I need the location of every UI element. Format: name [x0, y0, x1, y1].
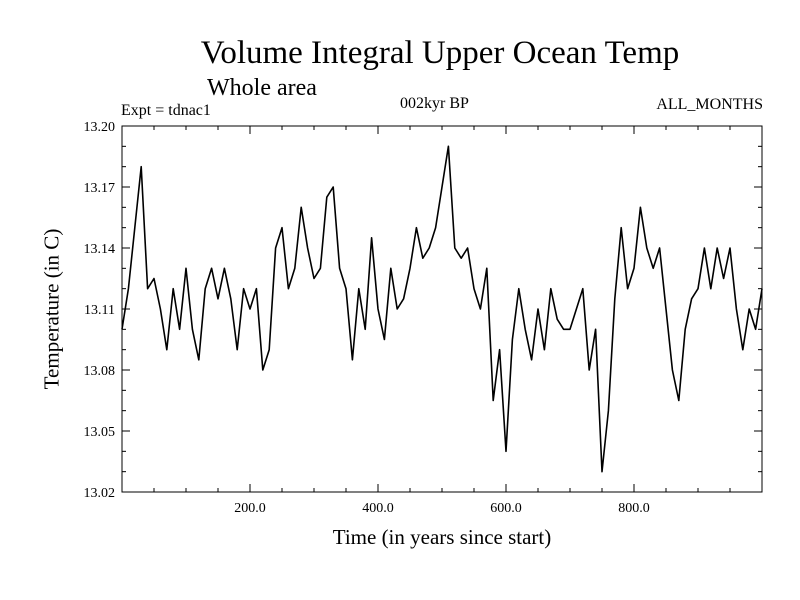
x-tick-label: 800.0	[618, 501, 650, 516]
y-tick-label: 13.02	[84, 486, 116, 501]
y-tick-label: 13.08	[84, 364, 116, 379]
x-tick-label: 400.0	[362, 501, 394, 516]
series-line-temperature	[121, 145, 763, 473]
y-tick-label: 13.11	[84, 303, 115, 318]
y-tick-label: 13.05	[84, 425, 116, 440]
period-label: 002kyr BP	[400, 95, 469, 112]
y-tick-label: 13.14	[84, 242, 116, 257]
chart-subtitle: Whole area	[207, 75, 317, 101]
x-axis-label: Time (in years since start)	[332, 525, 552, 549]
y-tick-label: 13.17	[84, 181, 116, 196]
x-tick-label: 200.0	[234, 501, 266, 516]
experiment-label: Expt = tdnac1	[121, 102, 211, 119]
y-tick-label: 13.20	[84, 120, 116, 135]
months-label: ALL_MONTHS	[656, 96, 763, 113]
chart-title: Volume Integral Upper Ocean Temp	[200, 35, 680, 71]
x-tick-label: 600.0	[490, 501, 522, 516]
